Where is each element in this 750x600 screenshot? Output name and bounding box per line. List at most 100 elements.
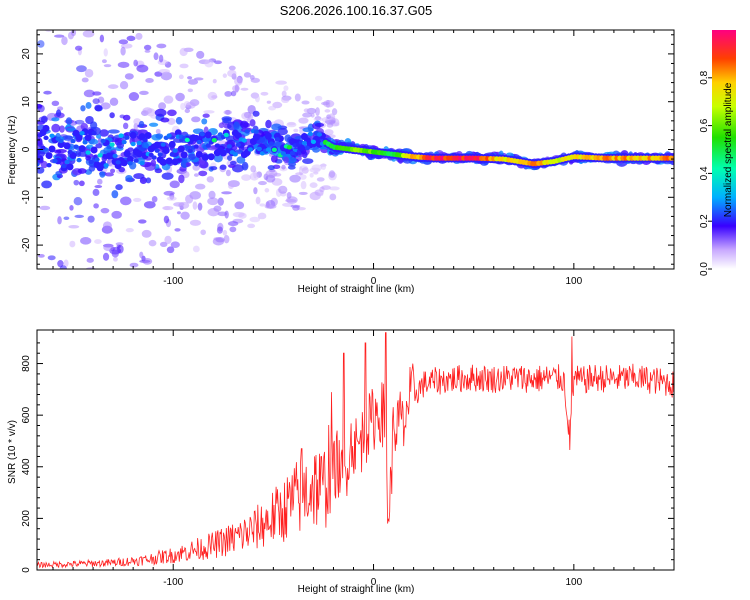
spectral-noise-blob <box>80 237 92 245</box>
spectral-noise-blob <box>136 64 149 73</box>
spectral-ridge-base <box>75 133 83 141</box>
spectral-noise-blob <box>204 59 214 68</box>
spectral-ridge-peak <box>115 160 121 165</box>
spectral-noise-blob <box>97 137 103 145</box>
spectral-ridge-peak <box>199 131 205 137</box>
spectral-noise-blob <box>113 256 118 262</box>
spectral-noise-blob <box>53 34 65 38</box>
spectral-ridge-peak <box>52 158 58 164</box>
spectral-ridge-peak <box>166 133 172 138</box>
spectral-ridge-peak <box>46 162 52 168</box>
spectral-blob <box>65 117 73 125</box>
spectral-noise-blob <box>194 183 206 190</box>
spectral-blob <box>40 115 48 123</box>
spectral-noise-blob <box>145 77 154 83</box>
spectral-noise-blob <box>316 177 325 182</box>
spectral-blob <box>252 110 260 117</box>
colorbar: 0.0 0.2 0.4 0.6 0.8 Normalized spectral ampl… <box>699 30 736 276</box>
spectral-ridge-base <box>37 148 41 156</box>
spectral-noise-blob <box>36 0 45 2</box>
spectral-noise-blob <box>281 96 290 104</box>
spectral-blob <box>283 156 290 164</box>
snr-x-label: Height of straight line (km) <box>298 584 415 595</box>
spectrogram-x-label: Height of straight line (km) <box>298 284 415 295</box>
spectral-ridge-peak <box>211 137 217 143</box>
spectral-blob <box>210 166 218 171</box>
spectral-noise-blob <box>129 262 139 268</box>
spectral-ridge-peak <box>142 137 148 143</box>
spectral-noise-blob <box>113 277 118 283</box>
spectral-blob <box>198 170 208 177</box>
spectral-noise-blob <box>290 204 301 208</box>
spectral-blob <box>94 104 103 112</box>
spectral-noise-blob <box>255 196 261 205</box>
spectral-noise-blob <box>52 294 57 300</box>
spectral-ridge-peak <box>118 133 124 138</box>
spectral-ridge-peak <box>154 148 160 153</box>
spectral-noise-blob <box>84 284 94 292</box>
spectral-ridge-peak <box>301 140 308 146</box>
spectral-ridge-peak <box>316 132 323 137</box>
spectral-blob <box>116 141 125 149</box>
spectral-ridge-peak <box>61 163 67 169</box>
spectral-ridge-peak <box>58 138 64 144</box>
spectral-ridge-peak <box>286 145 292 150</box>
spectral-ridge-peak <box>196 139 202 145</box>
spectral-blob <box>236 156 246 164</box>
spectral-blob <box>267 165 275 171</box>
spectral-noise-blob <box>281 90 287 97</box>
spectral-noise-blob <box>189 219 202 226</box>
spectral-noise-blob <box>69 240 76 248</box>
snr-y-tick-label: 200 <box>21 510 32 527</box>
spectral-noise-blob <box>99 34 105 43</box>
spectral-noise-blob <box>44 13 50 16</box>
spectral-noise-blob <box>83 89 95 98</box>
snr-x-tick-label: 0 <box>371 577 377 588</box>
spectral-noise-blob <box>97 178 103 185</box>
spectral-ridge-peak <box>82 140 88 145</box>
spectral-noise-blob <box>234 201 245 210</box>
spectral-ridge-peak <box>226 144 232 149</box>
spectral-blob <box>160 117 170 123</box>
spectral-noise-blob <box>319 186 325 193</box>
spectral-noise-blob <box>324 109 331 113</box>
spectral-noise-blob <box>141 229 152 238</box>
spectral-blob <box>154 108 167 117</box>
spectral-ridge-peak <box>109 142 115 147</box>
spectral-noise-blob <box>125 227 134 233</box>
spectral-blob <box>227 155 233 161</box>
spectral-noise-blob <box>118 39 129 45</box>
spectral-noise-blob <box>240 87 249 91</box>
spectral-noise-blob <box>197 202 203 211</box>
spectral-noise-blob <box>329 193 337 201</box>
colorbar-scale <box>712 30 736 269</box>
spectral-ridge-base <box>168 140 176 148</box>
spectral-noise-blob <box>310 113 315 118</box>
spectral-ridge-peak <box>88 159 94 165</box>
spectral-blob <box>77 168 87 174</box>
spectral-blob <box>37 103 43 109</box>
spectral-noise-blob <box>315 107 320 117</box>
spectral-noise-blob <box>39 205 51 211</box>
spectral-noise-blob <box>47 5 51 10</box>
spectral-ridge-base <box>192 134 200 142</box>
spectral-noise-blob <box>238 212 247 219</box>
spectral-noise-blob <box>117 244 124 254</box>
spectral-blob <box>202 113 210 118</box>
spectral-ridge-peak <box>268 141 274 146</box>
spectral-blob <box>59 125 65 133</box>
spectral-noise-blob <box>139 251 144 259</box>
spectral-ridge-peak <box>205 143 211 148</box>
spectral-noise-blob <box>163 206 171 211</box>
spectral-noise-blob <box>87 215 95 223</box>
spectral-noise-blob <box>193 173 199 177</box>
spectral-blob <box>96 133 102 139</box>
snr-y-tick-label: 800 <box>21 355 32 372</box>
spectral-blob <box>141 141 149 149</box>
spectral-blob <box>302 158 314 164</box>
spectral-ridge-peak <box>79 131 85 136</box>
spectral-noise-blob <box>223 235 230 244</box>
spectral-blob <box>51 123 61 133</box>
spectral-noise-blob <box>318 192 324 197</box>
spectral-ridge-base <box>84 134 92 142</box>
